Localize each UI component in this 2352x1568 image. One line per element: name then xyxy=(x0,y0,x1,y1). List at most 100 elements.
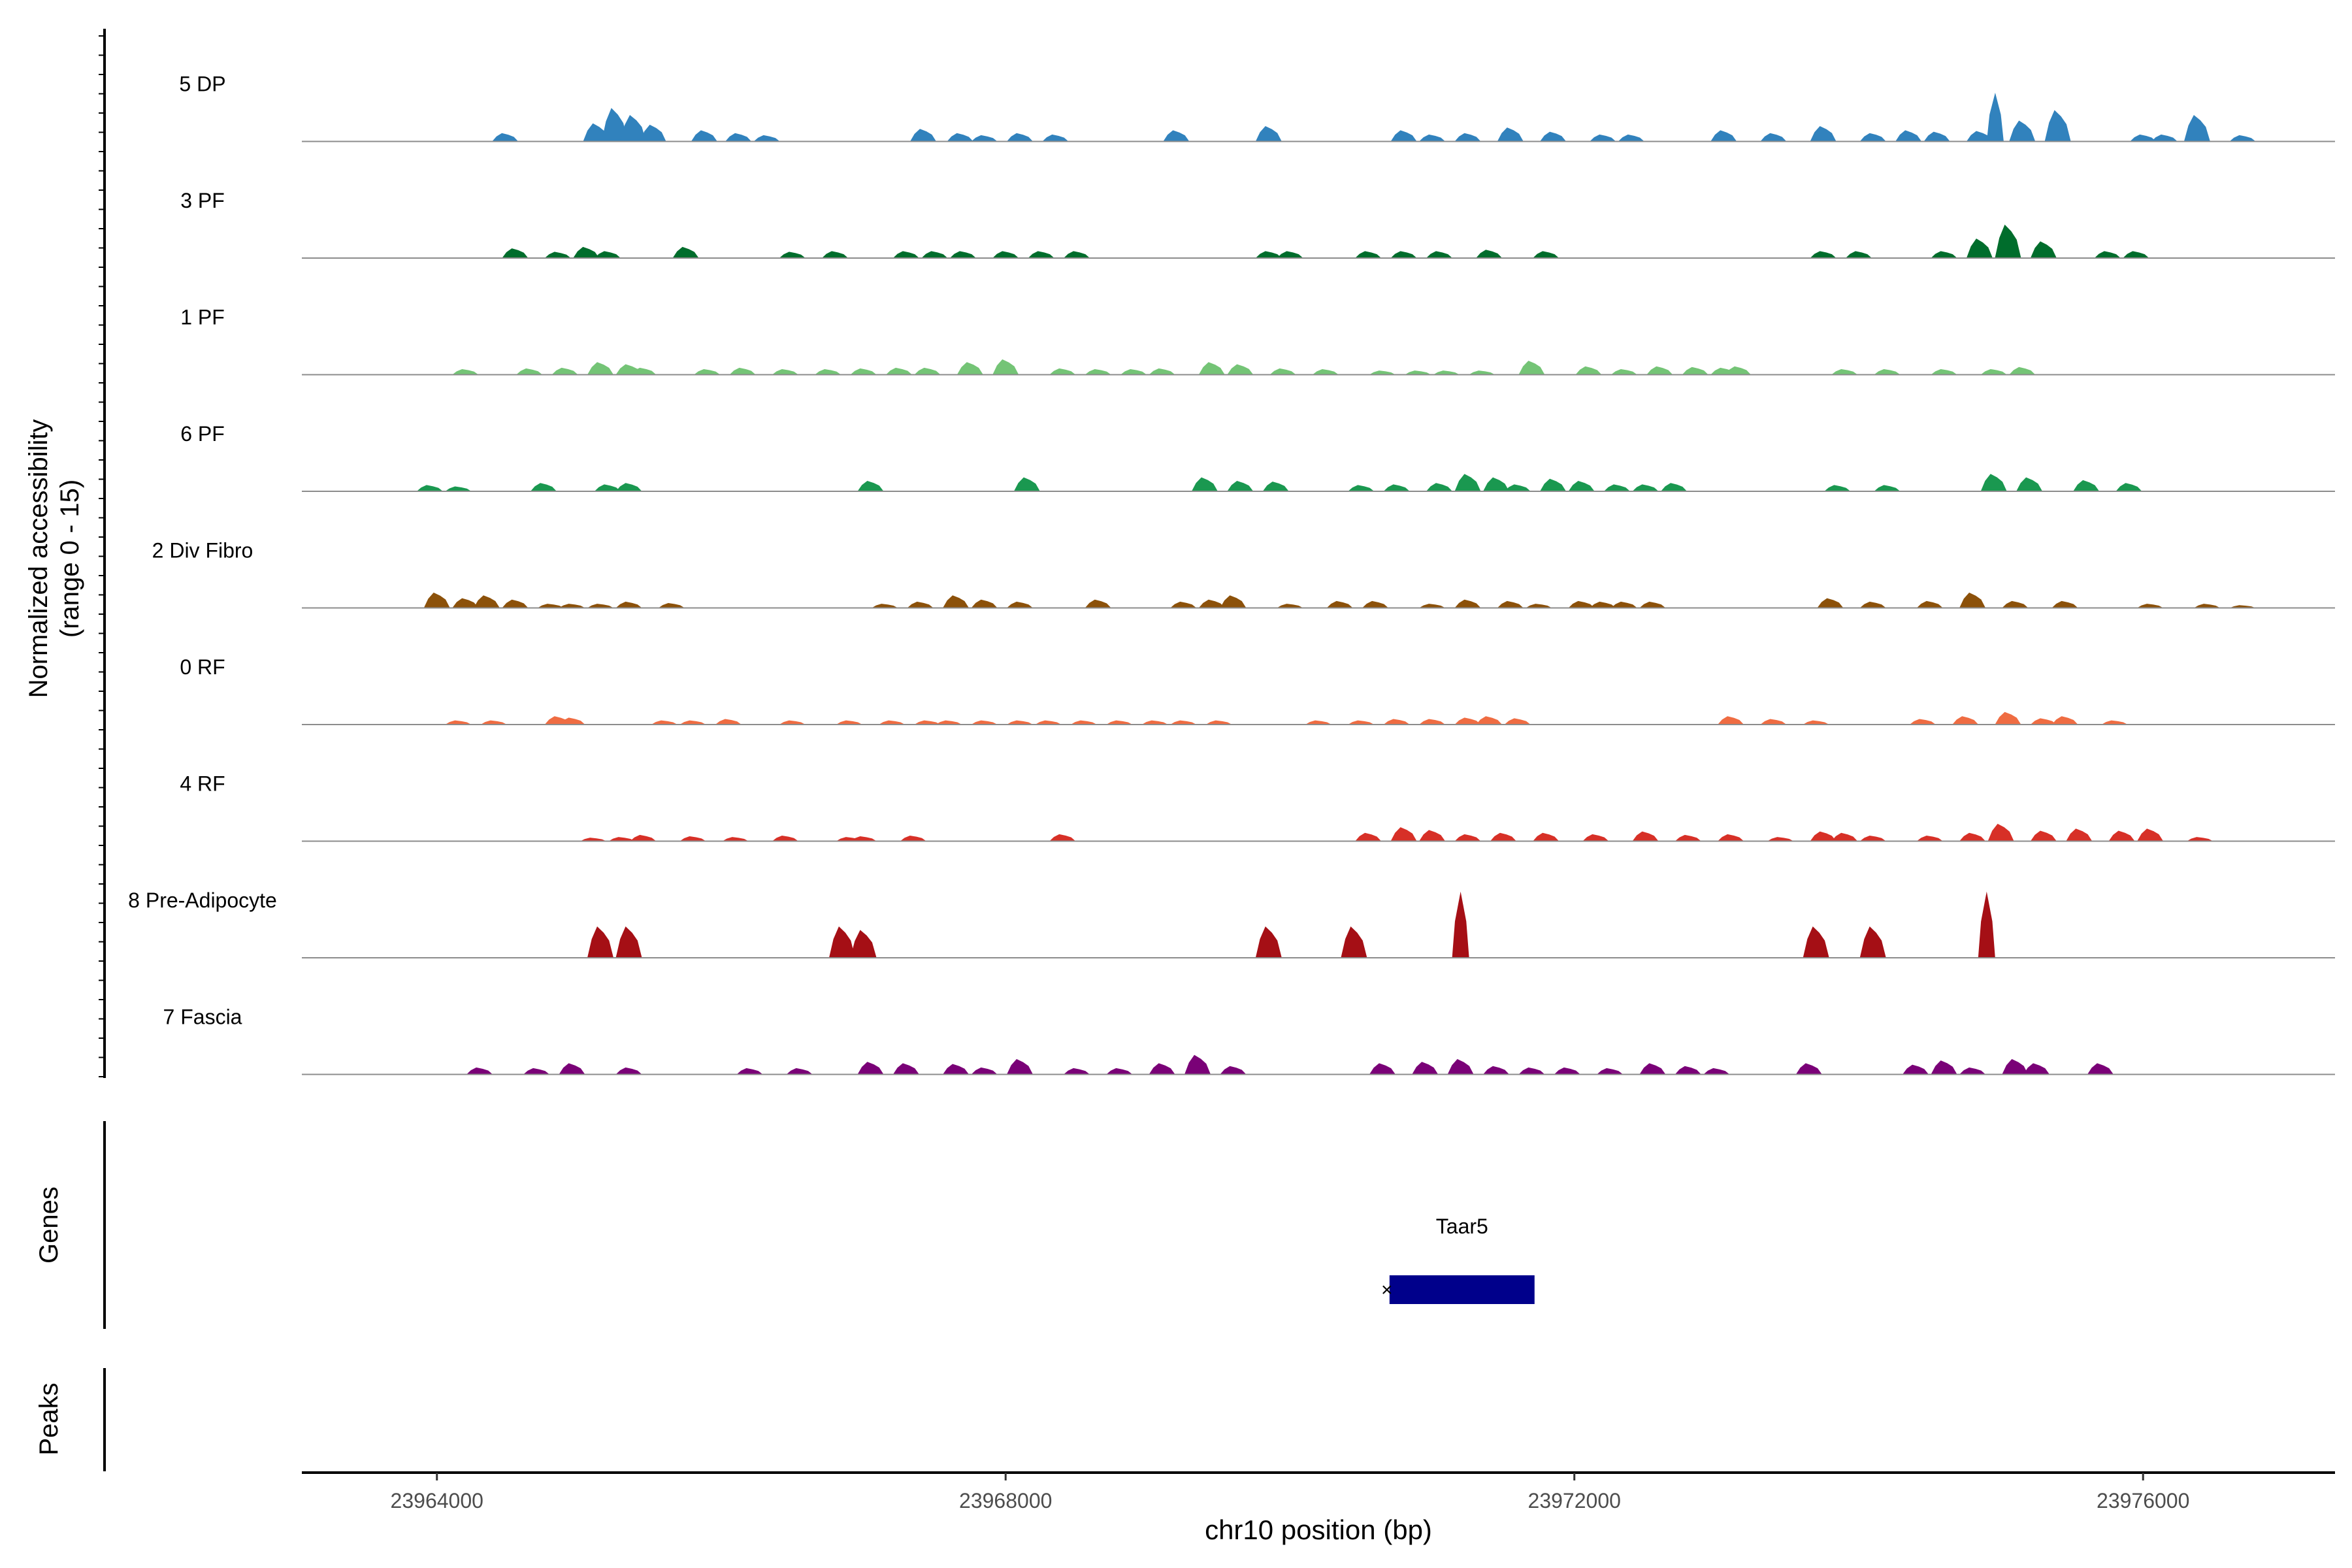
coverage-peak xyxy=(1255,251,1282,258)
coverage-peak xyxy=(1369,370,1396,375)
coverage-peak xyxy=(1454,133,1481,142)
coverage-peak xyxy=(1568,481,1595,491)
coverage-peak xyxy=(2044,110,2071,142)
coverage-peak xyxy=(971,135,998,142)
coverage-peak xyxy=(1277,251,1303,258)
coverage-peak xyxy=(1497,600,1524,608)
coverage-peak xyxy=(2023,1063,2050,1075)
coverage-peak xyxy=(1874,485,1901,491)
coverage-peak xyxy=(921,251,948,258)
coverage-peak xyxy=(1362,600,1389,608)
coverage-peak xyxy=(943,595,970,608)
coverage-peak xyxy=(1405,370,1431,375)
coverage-peak xyxy=(1490,832,1516,841)
coverage-peak xyxy=(1412,1062,1439,1075)
coverage-peak xyxy=(423,593,450,608)
coverage-peak xyxy=(594,484,621,491)
coverage-peak xyxy=(1724,366,1751,375)
coverage-peak xyxy=(1305,720,1331,725)
coverage-peak xyxy=(1978,891,1995,958)
coverage-peak xyxy=(1341,926,1367,958)
coverage-peak xyxy=(1959,1067,1986,1075)
coverage-peak xyxy=(1149,1063,1175,1075)
coverage-peak xyxy=(1205,720,1232,725)
x-tick-label: 23964000 xyxy=(391,1489,483,1512)
coverage-peak xyxy=(537,604,564,608)
coverage-peak xyxy=(910,129,937,142)
coverage-peak xyxy=(1931,1060,1957,1075)
coverage-peak xyxy=(1184,1054,1211,1075)
coverage-peak xyxy=(2183,114,2210,142)
coverage-peak xyxy=(1831,368,1858,375)
coverage-peak xyxy=(452,598,479,608)
coverage-peak xyxy=(2009,367,2036,375)
coverage-peak xyxy=(559,717,585,725)
coverage-peak xyxy=(1120,368,1147,375)
coverage-peak xyxy=(892,1063,919,1075)
track-5-dp: 5 DP xyxy=(179,73,2335,142)
coverage-peak xyxy=(1504,718,1531,725)
tracks-left-axis-ticks xyxy=(99,35,105,1077)
coverage-peak xyxy=(1483,477,1510,491)
coverage-peak xyxy=(1582,834,1609,841)
coverage-peak xyxy=(1952,716,1979,725)
coverage-peak xyxy=(722,837,749,841)
coverage-peak xyxy=(1064,251,1090,258)
coverage-peak xyxy=(1916,600,1943,608)
coverage-peak xyxy=(1554,1067,1580,1075)
coverage-peak xyxy=(679,836,706,841)
coverage-peak xyxy=(1987,823,2014,841)
coverage-peak xyxy=(2030,241,2057,258)
coverage-peak xyxy=(779,252,806,258)
coverage-peak xyxy=(892,251,919,258)
coverage-peak xyxy=(1568,600,1595,608)
coverage-peak xyxy=(587,604,614,608)
coverage-peak xyxy=(1454,834,1481,841)
coverage-peak xyxy=(2002,1059,2029,1075)
coverage-peak xyxy=(2101,720,2128,725)
gene-body xyxy=(1389,1275,1535,1304)
coverage-peak xyxy=(1042,134,1069,142)
track-label: 6 PF xyxy=(180,422,225,446)
coverage-peak xyxy=(620,114,647,142)
coverage-peak xyxy=(1277,604,1303,608)
coverage-peak xyxy=(2016,477,2043,491)
coverage-peak xyxy=(900,835,926,841)
coverage-peak xyxy=(2130,134,2157,142)
coverage-peak xyxy=(1255,926,1282,958)
coverage-peak xyxy=(914,720,941,725)
track-0-rf: 0 RF xyxy=(180,655,2335,725)
coverage-peak xyxy=(587,362,614,375)
coverage-peak xyxy=(1419,719,1446,725)
coverage-peak xyxy=(2115,483,2142,491)
coverage-peak xyxy=(1661,483,1688,491)
coverage-peak xyxy=(559,1063,585,1075)
coverage-peak xyxy=(1269,368,1296,375)
coverage-peak xyxy=(658,603,685,608)
track-label: 4 RF xyxy=(180,772,225,796)
coverage-peak xyxy=(1227,364,1254,375)
coverage-peak xyxy=(1810,831,1837,841)
coverage-peak xyxy=(1426,251,1452,258)
coverage-peak xyxy=(1518,1067,1545,1075)
track-3-pf: 3 PF xyxy=(180,189,2335,259)
coverage-peak xyxy=(1006,133,1033,142)
coverage-peak xyxy=(651,720,678,725)
coverage-peak xyxy=(1419,604,1446,608)
coverage-peak xyxy=(1163,130,1190,142)
coverage-peak xyxy=(729,367,756,375)
coverage-peak xyxy=(2009,120,2036,142)
coverage-peak xyxy=(1824,485,1851,491)
coverage-peak xyxy=(2137,828,2164,841)
track-2-div-fibro: 2 Div Fibro xyxy=(152,539,2335,609)
coverage-peak xyxy=(1810,126,1837,142)
coverage-peak xyxy=(1518,361,1545,375)
coverage-peak xyxy=(850,836,877,841)
coverage-peak xyxy=(445,486,472,491)
coverage-peak xyxy=(1433,370,1460,375)
coverage-peak xyxy=(1452,891,1469,958)
coverage-peak xyxy=(594,251,621,258)
coverage-peak xyxy=(2108,830,2135,841)
coverage-peak xyxy=(1348,720,1375,725)
